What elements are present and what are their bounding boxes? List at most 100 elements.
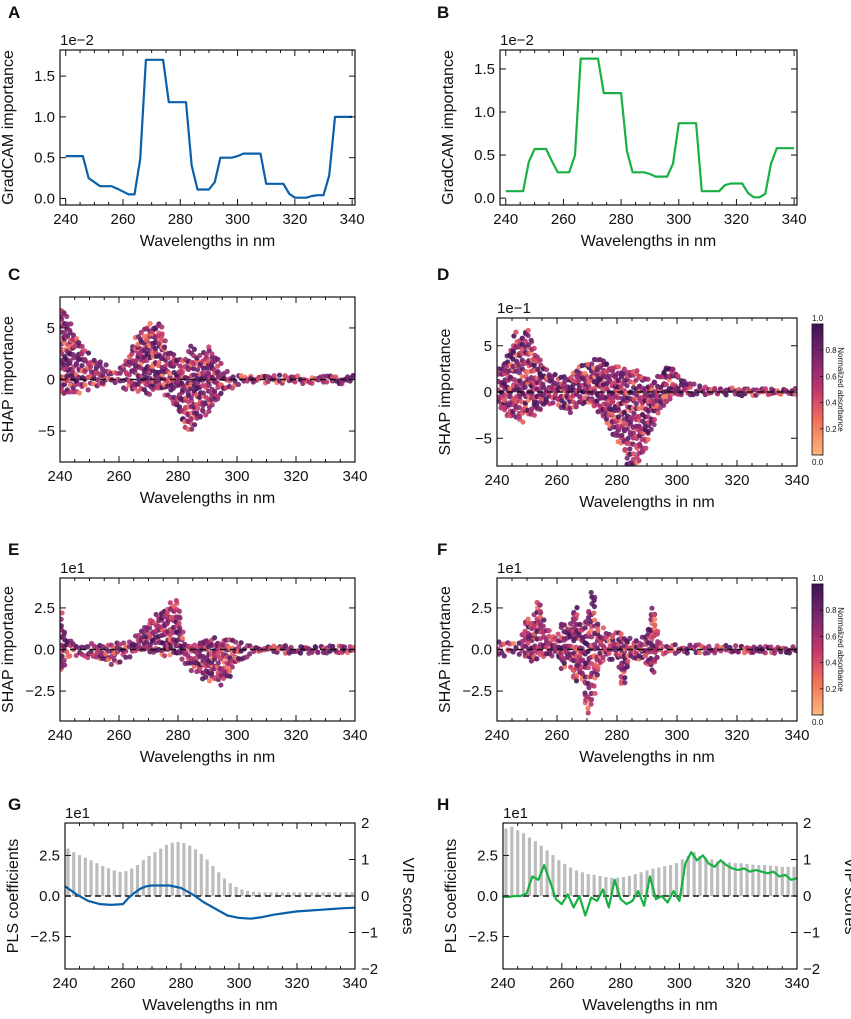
shap-point [621, 410, 627, 416]
shap-point [528, 350, 534, 356]
shap-point [786, 650, 793, 656]
shap-point [589, 361, 595, 367]
shap-point [618, 384, 624, 390]
shap-point [196, 394, 203, 400]
shap-point [528, 337, 534, 343]
y2-tick-label: −2 [803, 961, 820, 978]
shap-point [203, 674, 209, 680]
colorbar-tick-label: 1.0 [812, 574, 824, 583]
colorbar-gradient [811, 323, 824, 456]
shap-point [192, 422, 198, 428]
y-tick-label: 0.5 [474, 147, 495, 164]
plot-area [497, 327, 797, 466]
shap-point [177, 625, 183, 631]
y-tick-label: 2.5 [39, 847, 60, 864]
shap-point [636, 405, 642, 411]
shap-point [333, 374, 339, 380]
shap-point [218, 682, 224, 688]
shap-point [282, 643, 289, 649]
shap-point [177, 614, 183, 620]
vip-bar [141, 860, 145, 896]
panel-c: C 240 260 280 300 320 340 −5 0 5 Wavelengths in nm… [0, 265, 368, 507]
shap-point [76, 374, 82, 380]
shap-point [525, 332, 531, 339]
vip-bar [338, 892, 343, 896]
shap-point [624, 383, 630, 389]
vip-bar [721, 861, 726, 896]
shap-point [513, 329, 519, 335]
x-tick-label: 280 [165, 727, 190, 744]
shap-point [582, 399, 588, 405]
shap-point [537, 608, 543, 614]
shap-point [516, 414, 522, 420]
shap-point [654, 654, 660, 661]
shap-point [624, 426, 630, 432]
shap-point [108, 661, 114, 668]
shap-point [79, 343, 85, 350]
x-axis-label: Wavelengths in nm [579, 749, 714, 766]
vip-bar [510, 826, 514, 896]
shap-point [61, 390, 67, 396]
panel-a: A 240 260 280 300 320 340 0.0 0.5 1.0 1.5 1e−2 Wavel… [0, 3, 365, 250]
shap-point [561, 660, 567, 666]
vip-bar [292, 892, 296, 896]
vip-bar [269, 892, 273, 896]
shap-point [229, 664, 235, 670]
shap-point [606, 650, 612, 656]
shap-point [82, 382, 88, 388]
shap-point [625, 435, 631, 442]
vip-bar [621, 877, 626, 896]
shap-point [61, 381, 68, 387]
shap-point [194, 367, 201, 373]
vip-bar [627, 875, 632, 896]
vip-bar [188, 845, 192, 896]
vip-bar [327, 892, 331, 896]
shap-point [525, 640, 531, 646]
colorbar-tick-label: 0.2 [826, 685, 838, 694]
shap-point [651, 379, 657, 385]
shap-point [525, 616, 531, 622]
shap-point [687, 642, 693, 648]
shap-point [70, 368, 76, 375]
plot-area [60, 597, 355, 688]
y-tick-label: −5 [38, 423, 55, 440]
vip-bar [89, 860, 93, 896]
vip-bar [298, 892, 302, 896]
shap-point [188, 343, 194, 349]
shap-point [211, 388, 218, 394]
shap-point [723, 392, 729, 398]
shap-point [67, 327, 73, 333]
shap-point [585, 694, 591, 700]
shap-point [627, 635, 633, 641]
x-tick-label: 300 [224, 727, 249, 744]
x-tick-label: 240 [484, 727, 509, 744]
shap-point [594, 672, 600, 678]
shap-point [576, 382, 582, 388]
shap-point [600, 654, 606, 660]
shap-point [663, 393, 669, 399]
shap-point [206, 408, 212, 414]
vip-bar [704, 857, 708, 896]
shap-point [76, 340, 82, 346]
shap-point [579, 362, 585, 369]
shap-point [651, 612, 657, 618]
vip-bar [727, 862, 731, 896]
shap-point [127, 654, 133, 660]
shap-point [309, 649, 315, 655]
series-line [503, 851, 797, 917]
shap-point [510, 348, 516, 354]
y-tick-label: 5 [47, 320, 55, 337]
vip-bar [657, 867, 661, 896]
plot-area [65, 58, 353, 199]
shap-point [687, 381, 693, 387]
shap-point [224, 368, 230, 375]
x-tick-label: 260 [549, 975, 574, 992]
x-tick-label: 280 [604, 472, 629, 489]
axis-multiplier: 1e1 [60, 560, 85, 577]
shap-point [573, 678, 580, 684]
shap-point [591, 683, 597, 689]
x-tick-label: 340 [342, 975, 367, 992]
shap-point [79, 362, 85, 369]
shap-point [206, 370, 212, 376]
shap-point [648, 616, 654, 622]
